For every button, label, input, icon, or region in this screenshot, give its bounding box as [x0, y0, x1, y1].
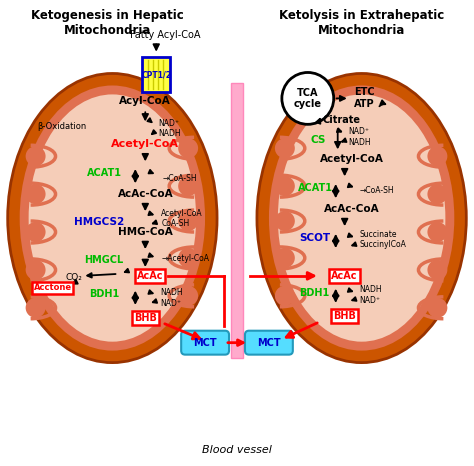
Text: AcAc: AcAc [331, 271, 358, 281]
Text: NADH: NADH [160, 288, 183, 297]
Ellipse shape [26, 184, 46, 204]
Ellipse shape [257, 74, 466, 363]
Text: Acetyl-CoA: Acetyl-CoA [161, 209, 203, 218]
Text: SuccinylCoA: SuccinylCoA [360, 240, 407, 249]
Text: NADH: NADH [360, 285, 382, 295]
Text: NADH: NADH [349, 138, 371, 147]
Bar [231, 83, 243, 357]
FancyBboxPatch shape [142, 56, 170, 92]
Ellipse shape [8, 74, 217, 363]
Text: →CoA-SH: →CoA-SH [360, 185, 394, 195]
Text: ETC: ETC [354, 88, 375, 97]
Ellipse shape [26, 222, 46, 242]
Ellipse shape [278, 95, 446, 342]
Text: Acctone: Acctone [34, 283, 72, 292]
Ellipse shape [428, 298, 447, 318]
Ellipse shape [428, 260, 447, 280]
Text: MCT: MCT [257, 338, 281, 348]
Ellipse shape [178, 211, 198, 231]
Ellipse shape [275, 286, 295, 306]
Ellipse shape [275, 248, 295, 268]
Ellipse shape [268, 84, 456, 352]
Text: CO₂: CO₂ [65, 274, 82, 282]
Text: ACAT1: ACAT1 [298, 183, 333, 193]
Text: HMG-CoA: HMG-CoA [118, 227, 173, 237]
Text: NAD⁺: NAD⁺ [349, 127, 370, 136]
Ellipse shape [428, 222, 447, 242]
Text: TCA: TCA [297, 89, 319, 98]
Ellipse shape [178, 286, 198, 306]
Text: ATP: ATP [354, 99, 375, 110]
Text: Acyl-CoA: Acyl-CoA [119, 96, 171, 106]
Text: HMGCL: HMGCL [84, 255, 123, 265]
Text: Succinate: Succinate [360, 231, 397, 240]
Ellipse shape [428, 146, 447, 166]
Text: CS: CS [310, 135, 326, 145]
Ellipse shape [178, 176, 198, 196]
Text: β-Oxidation: β-Oxidation [37, 122, 86, 131]
Text: ACAT1: ACAT1 [87, 168, 122, 178]
Text: →Acetyl-CoA: →Acetyl-CoA [161, 254, 209, 263]
Text: BHB: BHB [134, 313, 157, 323]
Text: BDH1: BDH1 [89, 289, 119, 299]
Text: AcAc-CoA: AcAc-CoA [324, 204, 380, 214]
Circle shape [282, 73, 334, 124]
Text: BDH1: BDH1 [299, 288, 329, 298]
Text: CPT1/2: CPT1/2 [141, 71, 171, 80]
Text: →CoA-SH: →CoA-SH [162, 174, 197, 183]
Ellipse shape [178, 248, 198, 268]
FancyBboxPatch shape [181, 331, 229, 355]
Ellipse shape [275, 211, 295, 231]
Text: MCT: MCT [193, 338, 217, 348]
Text: AcAc-CoA: AcAc-CoA [118, 189, 173, 199]
Text: Blood vessel: Blood vessel [202, 445, 272, 455]
Text: Ketolysis in Extrahepatic
Mitochondria: Ketolysis in Extrahepatic Mitochondria [279, 9, 444, 37]
Text: Fatty Acyl-CoA: Fatty Acyl-CoA [130, 30, 201, 40]
Ellipse shape [275, 176, 295, 196]
Text: AcAc: AcAc [137, 271, 164, 281]
Ellipse shape [18, 84, 206, 352]
Ellipse shape [26, 146, 46, 166]
Ellipse shape [178, 138, 198, 158]
Text: Ketogenesis in Hepatic
Mitochondria: Ketogenesis in Hepatic Mitochondria [31, 9, 184, 37]
Ellipse shape [26, 298, 46, 318]
Text: NADH: NADH [158, 129, 181, 138]
Text: SCOT: SCOT [299, 233, 330, 243]
Text: cycle: cycle [294, 99, 322, 110]
Text: BHB: BHB [333, 311, 356, 321]
Ellipse shape [28, 95, 196, 342]
Ellipse shape [275, 138, 295, 158]
Text: NAD⁺: NAD⁺ [158, 119, 179, 128]
Ellipse shape [26, 260, 46, 280]
Text: NAD⁺: NAD⁺ [160, 299, 181, 308]
Ellipse shape [428, 184, 447, 204]
Text: NAD⁺: NAD⁺ [360, 296, 381, 305]
Text: Acetyl-CoA: Acetyl-CoA [111, 139, 179, 149]
Text: CoA-SH: CoA-SH [161, 219, 190, 227]
Text: Citrate: Citrate [323, 116, 361, 125]
Text: Acetyl-CoA: Acetyl-CoA [320, 154, 383, 164]
Text: HMGCS2: HMGCS2 [74, 217, 125, 227]
FancyBboxPatch shape [245, 331, 293, 355]
